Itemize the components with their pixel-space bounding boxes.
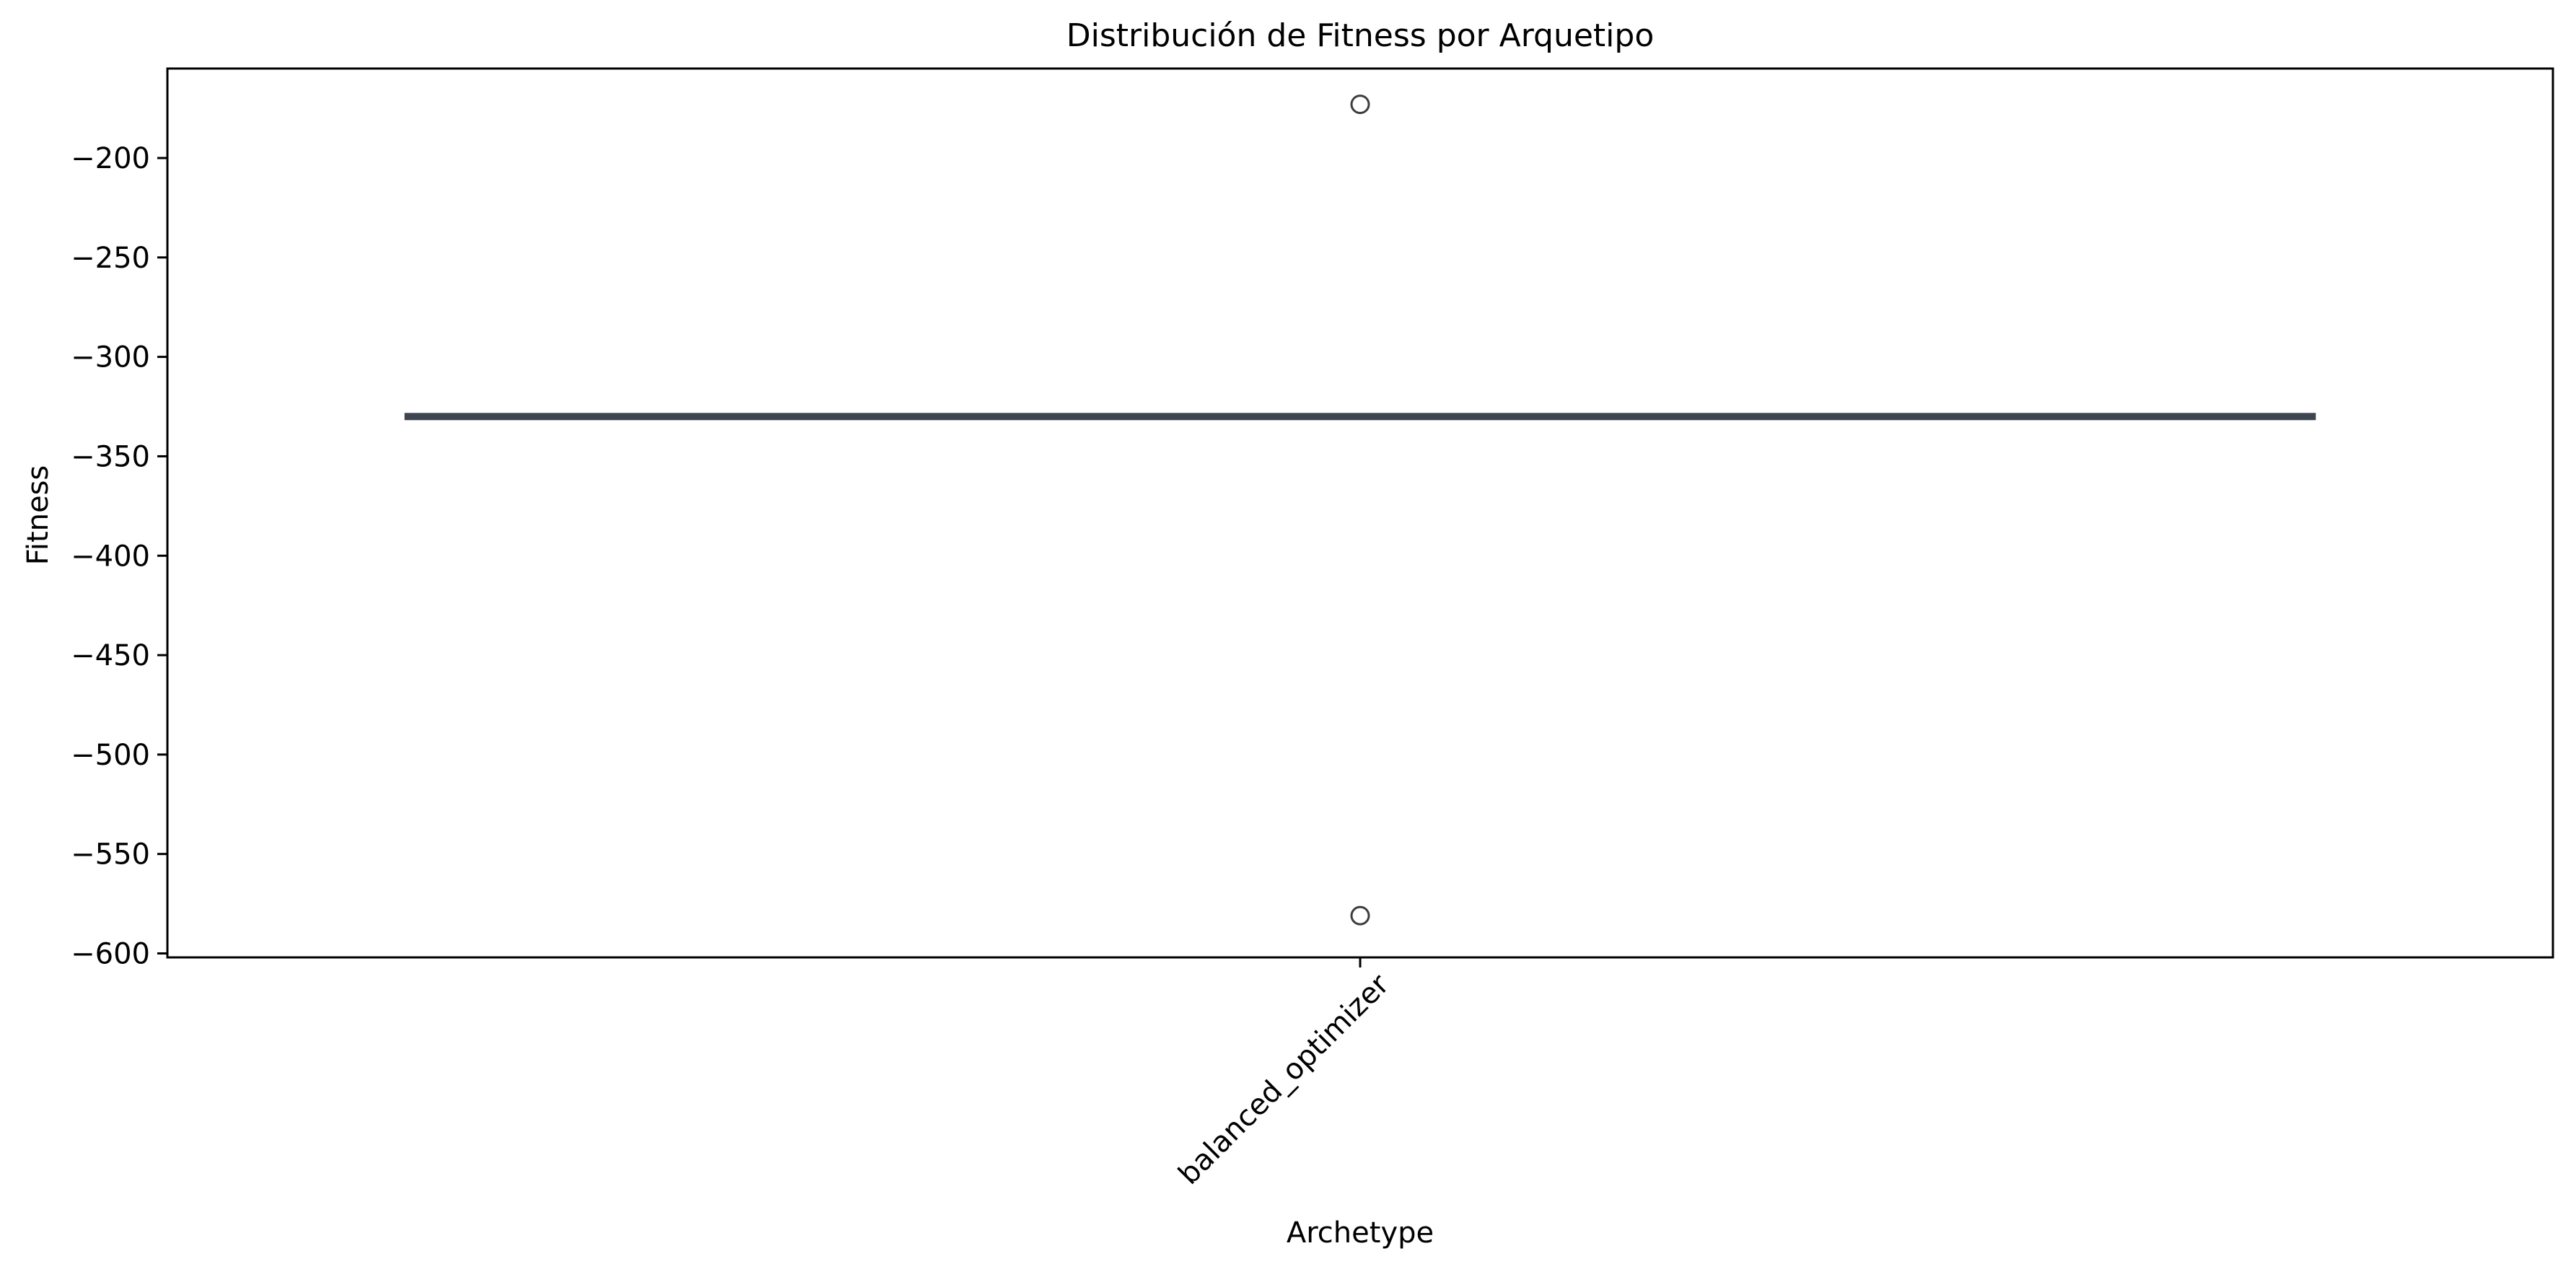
y-tick-label: −600 [71,937,150,970]
plot-frame [166,67,2554,959]
x-tick-label: balanced_optimizer [1173,967,1396,1191]
y-tick-label: −250 [71,242,150,275]
y-tick-label: −200 [71,142,150,175]
y-tick-label: −350 [71,440,150,473]
y-tick-label: −400 [71,540,150,573]
outlier-point [1350,905,1370,926]
plot-layer: −200 −250 −300 −350 −400 −450 −500 −550 −600 bala… [71,95,2316,1191]
y-tick-label: −550 [71,838,150,872]
y-tick-label: −500 [71,739,150,772]
y-axis-label: Fitness [22,465,55,566]
outlier-point [1350,95,1370,115]
y-tick-label: −300 [71,341,150,374]
y-tick-label: −450 [71,639,150,672]
x-axis-label: Archetype [1287,1216,1434,1250]
chart-title: Distribución de Fitness por Arquetipo [1066,17,1655,54]
